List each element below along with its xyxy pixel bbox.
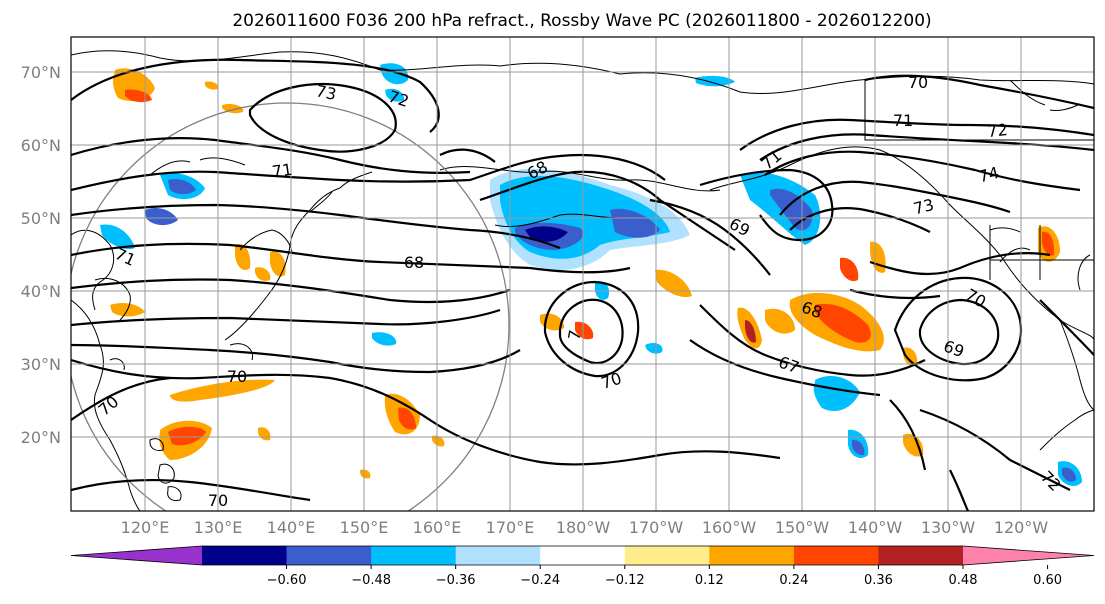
lon-label: 120°W xyxy=(994,518,1049,537)
colorbar-segment xyxy=(455,546,541,565)
colorbar-segment xyxy=(371,546,457,565)
lat-label: 40°N xyxy=(21,282,61,301)
contour-label: 70 xyxy=(208,491,228,510)
colorbar-tick-label: 0.36 xyxy=(864,573,893,588)
colorbar-tick-label: 0.60 xyxy=(1033,573,1062,588)
contour-label: 74 xyxy=(976,163,1000,186)
lon-label: 160°E xyxy=(413,518,462,537)
lat-label: 20°N xyxy=(21,428,61,447)
colorbar-tick-label: 0.24 xyxy=(779,573,808,588)
colorbar-tick-label: −0.60 xyxy=(267,573,307,588)
lon-label: 150°E xyxy=(340,518,389,537)
contour-label: 71 xyxy=(893,111,913,130)
contour-label: 73 xyxy=(911,195,935,218)
lat-label: 70°N xyxy=(21,63,61,82)
lat-label: 60°N xyxy=(21,136,61,155)
lon-label: 130°W xyxy=(921,518,976,537)
lon-label: 170°W xyxy=(629,518,684,537)
colorbar-tick-label: −0.12 xyxy=(605,573,645,588)
lon-label: 120°E xyxy=(121,518,170,537)
colorbar: −0.60 −0.48 −0.36 −0.24 −0.12 0.12 0.24 0.36 0.4… xyxy=(70,545,1095,588)
lat-label: 30°N xyxy=(21,355,61,374)
positive-anomaly-shading xyxy=(110,68,1060,479)
lon-label: 150°W xyxy=(775,518,830,537)
map-frame xyxy=(70,36,1095,512)
contour-label: 70 xyxy=(227,367,247,386)
contour-label: 71 xyxy=(271,160,294,182)
colorbar-tick-label: 0.48 xyxy=(949,573,978,588)
colorbar-tick-label: −0.24 xyxy=(520,573,560,588)
colorbar-extend-high xyxy=(963,546,1094,565)
colorbar-segment xyxy=(793,546,879,565)
lon-label: 170°E xyxy=(486,518,535,537)
longitude-labels: 120°E 130°E 140°E 150°E 160°E 170°E 180°… xyxy=(121,518,1049,537)
colorbar-segment xyxy=(286,546,372,565)
contour-label: 72 xyxy=(986,120,1008,141)
colorbar-segment xyxy=(709,546,795,565)
colorbar-tick-label: −0.36 xyxy=(436,573,476,588)
colorbar-segment xyxy=(202,546,288,565)
lat-label: 50°N xyxy=(21,209,61,228)
lon-label: 130°E xyxy=(194,518,243,537)
contour-label: 70 xyxy=(908,73,928,92)
latitude-labels: 70°N 60°N 50°N 40°N 30°N 20°N xyxy=(21,63,61,447)
colorbar-tick-label: −0.48 xyxy=(351,573,391,588)
gridlines xyxy=(71,37,1094,511)
contour-label: 7 xyxy=(564,328,584,341)
range-circle xyxy=(71,102,510,511)
contour-label: 73 xyxy=(314,81,338,104)
lon-label: 140°W xyxy=(848,518,903,537)
colorbar-segment xyxy=(624,546,710,565)
contour-label: 68 xyxy=(404,253,424,272)
colorbar-segment xyxy=(540,546,626,565)
colorbar-outline xyxy=(70,545,1095,566)
colorbar-tick-label: 0.12 xyxy=(695,573,724,588)
lon-label: 180°W xyxy=(556,518,611,537)
colorbar-segment xyxy=(878,546,964,565)
colorbar-extend-low xyxy=(71,546,202,565)
lon-label: 140°E xyxy=(267,518,316,537)
lon-label: 160°W xyxy=(702,518,757,537)
refractivity-contours xyxy=(71,58,1094,511)
figure-title: 2026011600 F036 200 hPa refract., Rossby… xyxy=(232,11,931,31)
map-panel: 73 72 71 71 68 68 69 70 71 72 74 73 71 7… xyxy=(70,36,1095,512)
